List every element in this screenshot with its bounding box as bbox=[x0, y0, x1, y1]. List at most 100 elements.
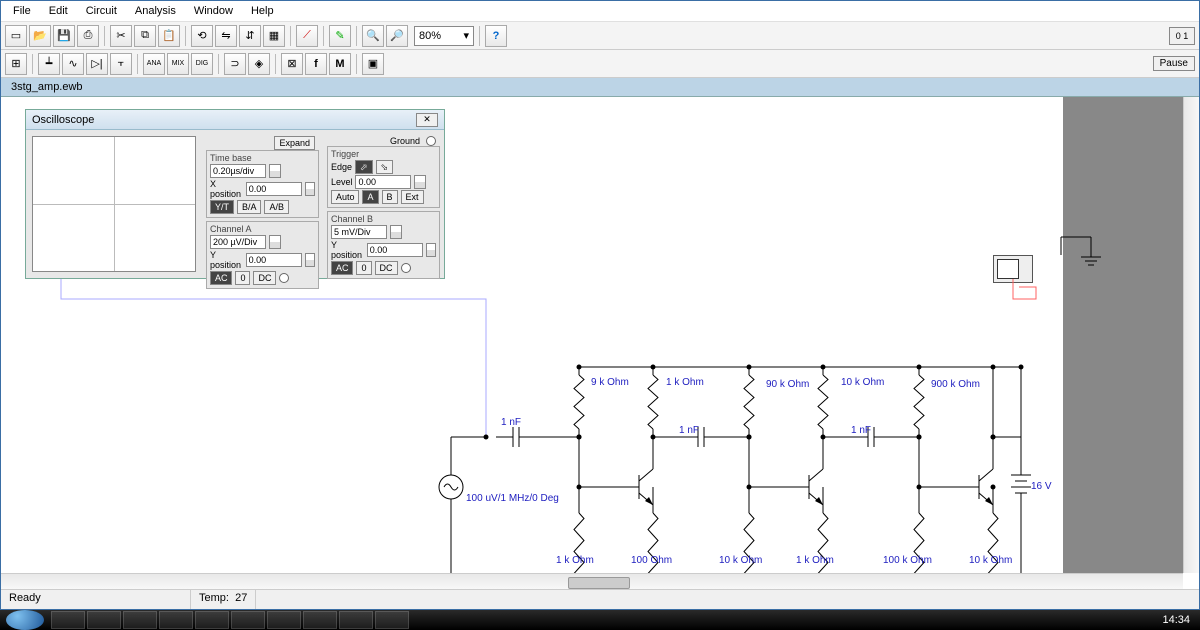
vertical-scrollbar[interactable] bbox=[1183, 97, 1199, 573]
parts-favorites-icon[interactable]: ⊞ bbox=[5, 53, 27, 75]
canvas[interactable]: Oscilloscope ✕ Expand Time base X positi… bbox=[1, 97, 1183, 573]
trigger-level[interactable] bbox=[355, 175, 411, 189]
save-icon[interactable]: 💾 bbox=[53, 25, 75, 47]
chb-ypos[interactable] bbox=[367, 243, 423, 257]
trig-auto[interactable]: Auto bbox=[331, 190, 360, 204]
spinner-icon[interactable] bbox=[305, 182, 315, 196]
graph-icon[interactable]: ⟋ bbox=[296, 25, 318, 47]
close-icon[interactable]: ✕ bbox=[416, 113, 438, 127]
taskbar-item[interactable] bbox=[123, 611, 157, 629]
menu-analysis[interactable]: Analysis bbox=[127, 3, 184, 19]
menu-circuit[interactable]: Circuit bbox=[78, 3, 125, 19]
spinner-icon[interactable] bbox=[426, 243, 436, 257]
taskbar-item[interactable] bbox=[339, 611, 373, 629]
parts-diode-icon[interactable]: ▷| bbox=[86, 53, 108, 75]
spinner-icon[interactable] bbox=[414, 175, 426, 189]
horizontal-scrollbar[interactable] bbox=[1, 573, 1183, 589]
edge-rise-icon[interactable]: ⬀ bbox=[355, 160, 373, 174]
timebase-input[interactable] bbox=[210, 164, 266, 178]
spinner-icon[interactable] bbox=[390, 225, 402, 239]
taskbar-item[interactable] bbox=[87, 611, 121, 629]
spinner-icon[interactable] bbox=[269, 235, 281, 249]
chb-0[interactable]: 0 bbox=[356, 261, 371, 275]
trigger-group: Trigger Edge⬀⬂ Level Auto A B Ext bbox=[327, 146, 440, 208]
taskbar-item[interactable] bbox=[195, 611, 229, 629]
document-tab[interactable]: 3stg_amp.ewb bbox=[1, 78, 1199, 97]
chb-dc[interactable]: DC bbox=[375, 261, 398, 275]
mode-yt[interactable]: Y/T bbox=[210, 200, 234, 214]
taskbar-item[interactable] bbox=[303, 611, 337, 629]
chb-radio[interactable] bbox=[401, 263, 411, 273]
zoom-select[interactable]: 80%▾ bbox=[414, 26, 474, 46]
taskbar-item[interactable] bbox=[267, 611, 301, 629]
zoomout-icon[interactable]: 🔍 bbox=[362, 25, 384, 47]
spinner-icon[interactable] bbox=[269, 164, 281, 178]
edge-fall-icon[interactable]: ⬂ bbox=[376, 160, 394, 174]
zoomin-icon[interactable]: 🔎 bbox=[386, 25, 408, 47]
taskbar-item[interactable] bbox=[375, 611, 409, 629]
component-label: 100 Ohm bbox=[631, 555, 672, 566]
expand-button[interactable]: Expand bbox=[274, 136, 315, 150]
taskbar-item[interactable] bbox=[231, 611, 265, 629]
parts-mixed-icon[interactable]: MIX bbox=[167, 53, 189, 75]
parts-logic-icon[interactable]: ⊃ bbox=[224, 53, 246, 75]
fliph-icon[interactable]: ⇋ bbox=[215, 25, 237, 47]
chb-ac[interactable]: AC bbox=[331, 261, 354, 275]
parts-transistor-icon[interactable]: ⫟ bbox=[110, 53, 132, 75]
menu-edit[interactable]: Edit bbox=[41, 3, 76, 19]
parts-source-icon[interactable]: ┷ bbox=[38, 53, 60, 75]
trig-a[interactable]: A bbox=[362, 190, 378, 204]
mode-ab[interactable]: A/B bbox=[264, 200, 289, 214]
component-label: 10 k Ohm bbox=[841, 377, 884, 388]
parts-misc-icon[interactable]: f bbox=[305, 53, 327, 75]
cha-radio[interactable] bbox=[279, 273, 289, 283]
trig-ext[interactable]: Ext bbox=[401, 190, 424, 204]
parts-digital-icon[interactable]: DIG bbox=[191, 53, 213, 75]
help-icon[interactable]: ? bbox=[485, 25, 507, 47]
taskbar-clock: 14:34 bbox=[1152, 614, 1200, 626]
subckt-icon[interactable]: ▦ bbox=[263, 25, 285, 47]
component-label: 100 k Ohm bbox=[883, 555, 932, 566]
pause-button[interactable]: Pause bbox=[1153, 56, 1195, 71]
spinner-icon[interactable] bbox=[305, 253, 315, 267]
flipv-icon[interactable]: ⇵ bbox=[239, 25, 261, 47]
run-switch[interactable]: 0 1 bbox=[1169, 27, 1195, 45]
xpos-input[interactable] bbox=[246, 182, 302, 196]
oscilloscope-window: Oscilloscope ✕ Expand Time base X positi… bbox=[25, 109, 445, 279]
menu-help[interactable]: Help bbox=[243, 3, 282, 19]
parts-extra-icon[interactable]: ▣ bbox=[362, 53, 384, 75]
chb-scale[interactable] bbox=[331, 225, 387, 239]
trig-b[interactable]: B bbox=[382, 190, 398, 204]
start-icon[interactable] bbox=[6, 610, 44, 630]
component-label: 1 nF bbox=[851, 425, 871, 436]
taskbar-item[interactable] bbox=[51, 611, 85, 629]
parts-control-icon[interactable]: ⊠ bbox=[281, 53, 303, 75]
cut-icon[interactable]: ✂ bbox=[110, 25, 132, 47]
component-label: 90 k Ohm bbox=[766, 379, 809, 390]
paste-icon[interactable]: 📋 bbox=[158, 25, 180, 47]
probe-icon[interactable]: ✎ bbox=[329, 25, 351, 47]
battery-label: 16 V bbox=[1031, 481, 1052, 492]
new-icon[interactable]: ▭ bbox=[5, 25, 27, 47]
circuit-schematic[interactable]: 1 nF9 k Ohm1 k Ohm1 nF90 k Ohm10 k Ohm1 … bbox=[421, 297, 1061, 589]
print-icon[interactable]: ⎙ bbox=[77, 25, 99, 47]
channel-b-group: Channel B Y position AC 0 DC bbox=[327, 211, 440, 279]
parts-indicator-icon[interactable]: ◈ bbox=[248, 53, 270, 75]
cha-0[interactable]: 0 bbox=[235, 271, 250, 285]
cha-scale[interactable] bbox=[210, 235, 266, 249]
parts-basic-icon[interactable]: ∿ bbox=[62, 53, 84, 75]
cha-ac[interactable]: AC bbox=[210, 271, 233, 285]
cha-ypos[interactable] bbox=[246, 253, 302, 267]
oscilloscope-component[interactable] bbox=[993, 255, 1033, 283]
taskbar-item[interactable] bbox=[159, 611, 193, 629]
menu-window[interactable]: Window bbox=[186, 3, 241, 19]
mode-ba[interactable]: B/A bbox=[237, 200, 262, 214]
menu-file[interactable]: File bbox=[5, 3, 39, 19]
cha-dc[interactable]: DC bbox=[253, 271, 276, 285]
open-icon[interactable]: 📂 bbox=[29, 25, 51, 47]
copy-icon[interactable]: ⧉ bbox=[134, 25, 156, 47]
parts-instr-icon[interactable]: M bbox=[329, 53, 351, 75]
ground-radio[interactable] bbox=[426, 136, 436, 146]
rotate-icon[interactable]: ⟲ bbox=[191, 25, 213, 47]
parts-analog-icon[interactable]: ANA bbox=[143, 53, 165, 75]
